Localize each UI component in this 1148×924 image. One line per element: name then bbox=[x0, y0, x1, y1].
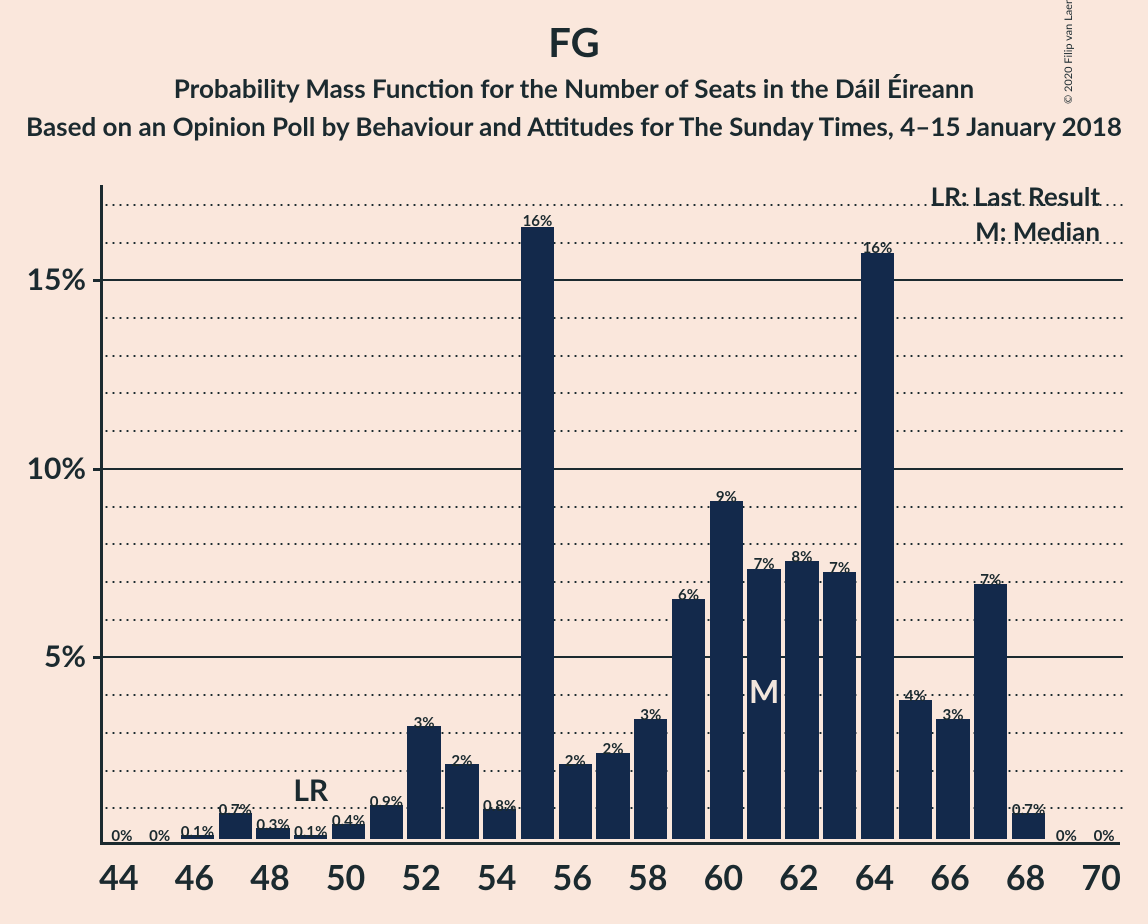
bar-value-label: 7% bbox=[815, 559, 865, 577]
bar bbox=[634, 719, 667, 839]
gridline-major bbox=[103, 656, 1123, 658]
gridline-major bbox=[103, 468, 1123, 470]
y-tick-mark bbox=[93, 656, 103, 659]
copyright-label: © 2020 Filip van Laenen bbox=[1134, 0, 1148, 200]
bar-value-label: 4% bbox=[890, 687, 940, 705]
bar-value-label: 3% bbox=[399, 714, 449, 732]
bar-value-label: 16% bbox=[512, 212, 562, 230]
y-tick-mark bbox=[93, 279, 103, 282]
bar bbox=[407, 726, 440, 839]
bar-value-label: 0.9% bbox=[361, 793, 411, 811]
x-axis-tick-label: 64 bbox=[855, 857, 894, 898]
y-tick-mark bbox=[93, 468, 103, 471]
bar-value-label: 3% bbox=[928, 706, 978, 724]
x-axis-tick-label: 70 bbox=[1081, 857, 1120, 898]
bar-value-label: 6% bbox=[664, 586, 714, 604]
bar-value-label: 0.1% bbox=[172, 823, 222, 841]
x-axis-tick-label: 62 bbox=[779, 857, 818, 898]
bar-value-label: 3% bbox=[626, 706, 676, 724]
bar-value-label: 9% bbox=[701, 488, 751, 506]
bar bbox=[710, 501, 743, 839]
chart-title: FG bbox=[0, 18, 1148, 66]
bar-value-label: 16% bbox=[852, 239, 902, 257]
chart-source-line: Based on an Opinion Poll by Behaviour an… bbox=[0, 110, 1148, 142]
bar-value-label: 0.8% bbox=[475, 797, 525, 815]
x-axis-tick-label: 60 bbox=[704, 857, 743, 898]
y-axis-tick-label: 10% bbox=[0, 450, 86, 486]
gridline-major bbox=[103, 279, 1123, 281]
bar bbox=[936, 719, 969, 839]
bar bbox=[785, 561, 818, 839]
bar bbox=[861, 253, 894, 839]
last-result-marker: LR bbox=[281, 772, 341, 808]
bar-value-label: 0% bbox=[1079, 827, 1129, 845]
x-axis-tick-label: 68 bbox=[1006, 857, 1045, 898]
x-axis-tick-label: 58 bbox=[628, 857, 667, 898]
plot-area: 0%0%0.1%0.7%0.3%0.1%0.4%0.9%3%2%0.8%16%2… bbox=[100, 185, 1120, 845]
chart-subtitle: Probability Mass Function for the Number… bbox=[0, 72, 1148, 104]
bar-value-label: 2% bbox=[437, 752, 487, 770]
x-axis-tick-label: 56 bbox=[552, 857, 591, 898]
bar-value-label: 0.7% bbox=[1004, 801, 1054, 819]
x-axis-tick-label: 44 bbox=[99, 857, 138, 898]
median-marker: M bbox=[744, 671, 784, 710]
bar bbox=[899, 700, 932, 839]
x-axis-tick-label: 48 bbox=[250, 857, 289, 898]
x-axis-tick-label: 50 bbox=[326, 857, 365, 898]
bar-value-label: 2% bbox=[588, 740, 638, 758]
bar bbox=[823, 572, 856, 839]
x-axis-tick-label: 46 bbox=[175, 857, 214, 898]
bar bbox=[559, 764, 592, 839]
title-block: FG Probability Mass Function for the Num… bbox=[0, 0, 1148, 142]
legend-median: M: Median bbox=[975, 215, 1100, 247]
x-axis-tick-label: 54 bbox=[477, 857, 516, 898]
bar-value-label: 0.4% bbox=[324, 812, 374, 830]
bar bbox=[974, 584, 1007, 839]
x-axis-tick-label: 66 bbox=[930, 857, 969, 898]
bar bbox=[445, 764, 478, 839]
bar bbox=[521, 227, 554, 839]
bar bbox=[672, 599, 705, 839]
y-axis-tick-label: 15% bbox=[0, 261, 86, 297]
bar-value-label: 7% bbox=[966, 571, 1016, 589]
bar bbox=[596, 753, 629, 839]
legend-last-result: LR: Last Result bbox=[931, 180, 1100, 212]
chart-area: 0%0%0.1%0.7%0.3%0.1%0.4%0.9%3%2%0.8%16%2… bbox=[100, 185, 1120, 845]
y-axis-tick-label: 5% bbox=[0, 638, 86, 674]
x-axis-tick-label: 52 bbox=[401, 857, 440, 898]
